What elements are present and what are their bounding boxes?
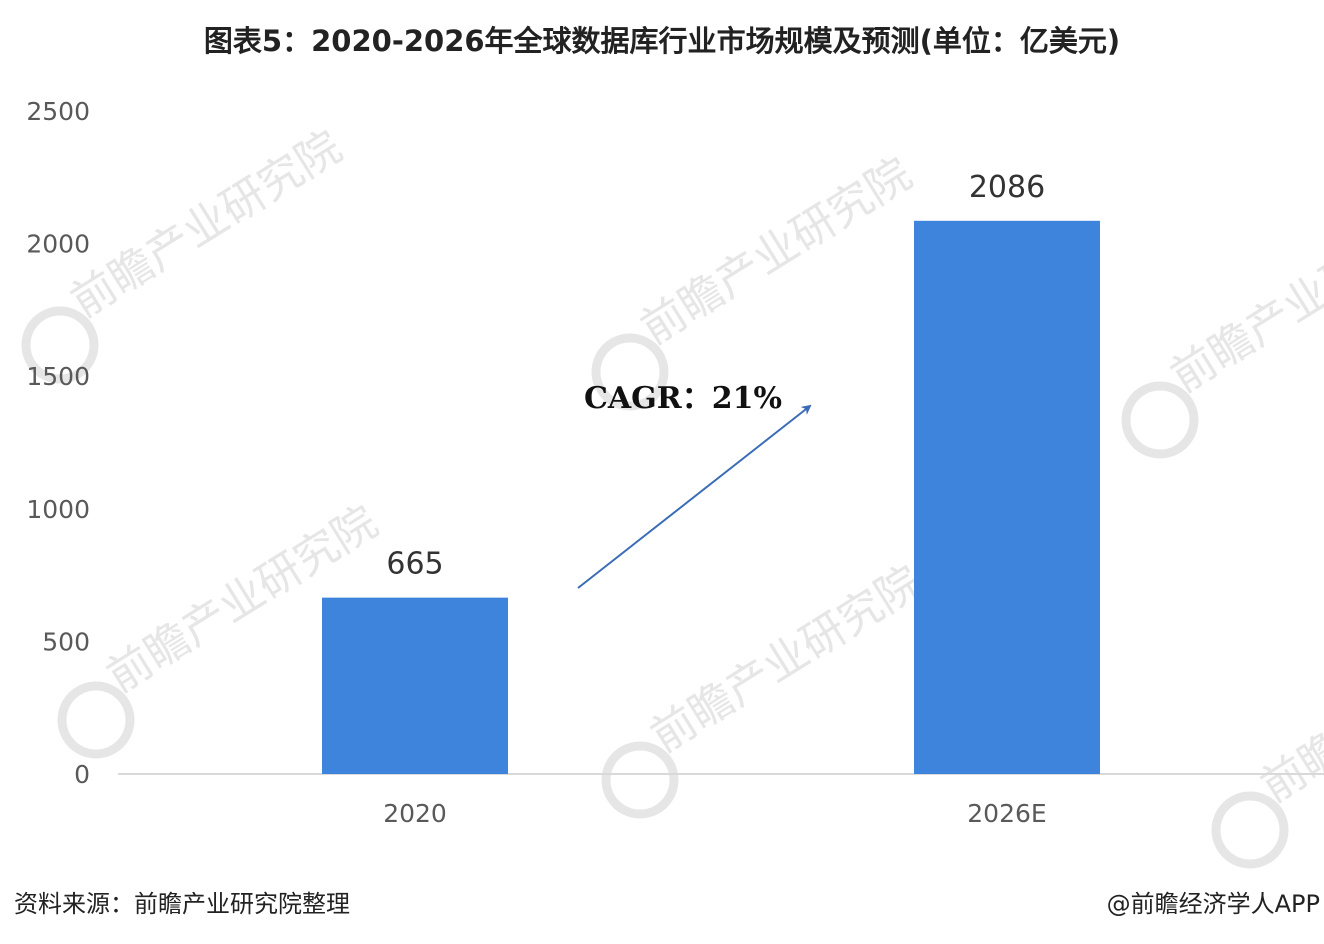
cagr-label: CAGR：21% — [584, 381, 782, 416]
watermark-text: 前瞻产业研究院 — [642, 556, 930, 762]
watermark-text: 前瞻产业研究院 — [1162, 196, 1324, 402]
chart-title: 图表5：2020-2026年全球数据库行业市场规模及预测(单位：亿美元) — [203, 24, 1121, 58]
watermark-text: 前瞻产业研究院 — [62, 121, 350, 327]
y-tick-label: 2000 — [26, 230, 90, 259]
qianzhan-logo-icon — [591, 333, 669, 411]
credit-note: @前瞻经济学人APP — [1106, 890, 1320, 918]
y-tick-label: 0 — [74, 760, 90, 789]
qianzhan-logo-icon — [57, 681, 135, 759]
y-tick-label: 500 — [42, 627, 90, 656]
x-tick-label: 2020 — [383, 799, 447, 828]
watermark: 前瞻产业研究院 — [601, 556, 931, 819]
annotation-layer: CAGR：21% — [577, 381, 812, 589]
source-note: 资料来源：前瞻产业研究院整理 — [14, 890, 350, 918]
y-tick-label: 1000 — [26, 495, 90, 524]
data-label: 2086 — [969, 170, 1045, 205]
qianzhan-logo-icon — [21, 306, 99, 384]
data-label: 665 — [386, 547, 443, 582]
qianzhan-logo-icon — [1211, 791, 1289, 869]
qianzhan-logo-icon — [601, 741, 679, 819]
x-tick-label: 2026E — [967, 799, 1046, 828]
y-tick-label: 2500 — [26, 97, 90, 126]
watermark-text: 前瞻产业研究院 — [1252, 606, 1324, 812]
axis-layer: 0 500 1000 1500 2000 2500 2020 2026E — [26, 97, 1324, 828]
watermark: 前瞻产业研究院 — [591, 148, 921, 411]
qianzhan-logo-icon — [1121, 381, 1199, 459]
bar-layer: 665 2086 — [322, 170, 1100, 775]
watermark: 前瞻产业研究院 — [1121, 196, 1324, 459]
bar-2020 — [322, 597, 508, 774]
cagr-arrow — [577, 404, 812, 589]
bar-2026E — [914, 220, 1100, 775]
watermark: 前瞻产业研究院 — [1211, 606, 1324, 869]
y-tick-label: 1500 — [26, 362, 90, 391]
watermark-text: 前瞻产业研究院 — [632, 148, 920, 354]
